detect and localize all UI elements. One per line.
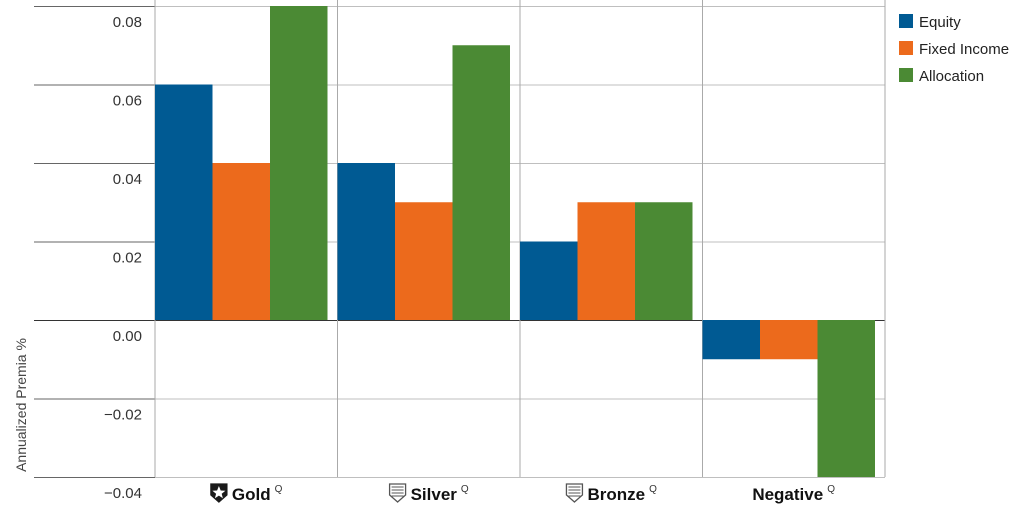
y-tick-label: 0.04: [113, 171, 142, 188]
y-axis-label: Annualized Premia %: [13, 338, 29, 472]
bars: [155, 6, 875, 477]
y-tick-label: −0.02: [104, 407, 142, 424]
legend-swatch: [899, 68, 913, 82]
legend-label: Equity: [919, 14, 961, 31]
category-label-text: Gold: [232, 485, 271, 504]
bar-fixed-income-silver: [395, 202, 453, 320]
y-tick-label: −0.04: [104, 485, 142, 502]
category-label-gold: Gold Q: [210, 483, 283, 504]
legend-swatch: [899, 14, 913, 28]
category-label-text: Silver: [411, 485, 458, 504]
legend-item-allocation: Allocation: [899, 68, 984, 85]
category-label-suffix: Q: [649, 484, 657, 495]
silver-medalist-icon: [388, 483, 407, 503]
legend-label: Fixed Income: [919, 41, 1009, 58]
bronze-medalist-icon: [565, 483, 584, 503]
bar-fixed-income-negative: [760, 320, 818, 360]
bar-allocation-silver: [452, 45, 510, 320]
y-tick-label: 0.00: [113, 328, 142, 345]
legend: Equity Fixed Income Allocation: [899, 14, 1009, 85]
category-label-suffix: Q: [827, 484, 835, 495]
category-label-text: Negative: [752, 485, 823, 504]
bar-allocation-negative: [817, 320, 875, 477]
legend-item-equity: Equity: [899, 14, 961, 31]
bar-equity-silver: [337, 163, 395, 320]
category-label-bronze: Bronze Q: [565, 483, 657, 504]
category-label-text: Bronze: [587, 485, 645, 504]
y-tick-label: 0.02: [113, 250, 142, 267]
bar-fixed-income-bronze: [577, 202, 635, 320]
category-label-negative: Negative Q: [752, 484, 835, 504]
medal-star-shape: [212, 486, 226, 499]
legend-label: Allocation: [919, 68, 984, 85]
category-label-suffix: Q: [275, 484, 283, 495]
y-tick-labels: 0.08 0.06 0.04 0.02 0.00 −0.02 −0.04: [104, 14, 142, 502]
bar-equity-bronze: [520, 241, 578, 320]
category-label-silver: Silver Q: [388, 483, 469, 504]
y-tick-label: 0.06: [113, 93, 142, 110]
y-tick-label: 0.08: [113, 14, 142, 31]
bar-equity-negative: [702, 320, 760, 360]
bar-fixed-income-gold: [212, 163, 270, 320]
category-labels: Gold Q Silver Q Bronze Q Negative Q: [210, 483, 835, 504]
bar-equity-gold: [155, 84, 213, 320]
bar-allocation-bronze: [635, 202, 693, 320]
legend-item-fixed-income: Fixed Income: [899, 41, 1009, 58]
legend-swatch: [899, 41, 913, 55]
bar-allocation-gold: [270, 6, 328, 320]
category-label-suffix: Q: [461, 484, 469, 495]
gold-medalist-icon: [210, 483, 228, 503]
